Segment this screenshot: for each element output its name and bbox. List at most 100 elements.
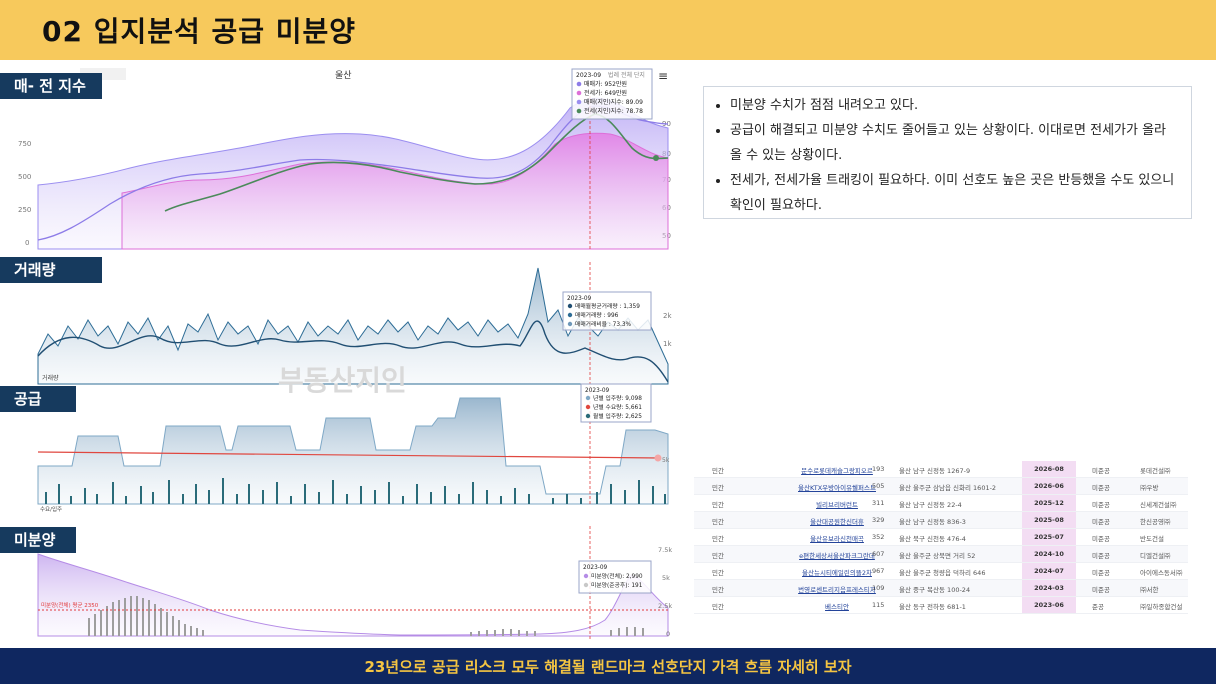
tooltip-line: 매매가: 952만원 bbox=[584, 80, 627, 88]
price-index-chart: 울산 ≡ 750 500 250 0 90 80 70 60 50 202 bbox=[18, 68, 671, 250]
complex-link[interactable]: e편한세상서울산파크그란데 bbox=[799, 552, 875, 560]
note-item: 공급이 해결되고 미분양 수치도 줄어들고 있는 상황이다. 이대로면 전세가가… bbox=[730, 118, 1177, 168]
axis-label: 거래량 bbox=[42, 374, 59, 382]
cell-units: 967 bbox=[872, 567, 885, 575]
tooltip-line: 매매거래비율 : 73.3% bbox=[575, 320, 632, 328]
cell-builder: 롯데건설㈜ bbox=[1140, 467, 1171, 475]
tooltip-date: 2023-09 bbox=[567, 296, 592, 302]
supply-chart: 5k 수요/입주 2023-09 년별 입주량: 9,098 년별 수요량: 5… bbox=[37, 383, 670, 513]
cell-status: 미준공 bbox=[1092, 518, 1110, 526]
cell-builder: 디엘건설㈜ bbox=[1140, 552, 1171, 560]
complex-link[interactable]: 빌리브리버런트 bbox=[816, 501, 858, 509]
note-item: 미분양 수치가 점점 내려오고 있다. bbox=[730, 93, 1177, 118]
cell-address: 울산 동구 전하동 681-1 bbox=[899, 603, 966, 611]
y2-tick: 2k bbox=[663, 312, 672, 320]
complex-link[interactable]: 울산유보라신천매곡 bbox=[810, 535, 864, 543]
cell-status: 준공 bbox=[1092, 603, 1104, 611]
series-marker bbox=[654, 454, 662, 462]
charts-svg: 울산 ≡ 750 500 250 0 90 80 70 60 50 202 bbox=[18, 68, 672, 639]
tooltip-date: 2023-09 bbox=[583, 565, 608, 571]
complex-link[interactable]: 울산뉴시티에일린의뜰2차 bbox=[802, 569, 872, 577]
cell-address: 울산 울주군 상북면 거리 52 bbox=[899, 552, 976, 560]
cell-units: 505 bbox=[872, 482, 885, 490]
cell-builder: 한신공영㈜ bbox=[1140, 518, 1171, 526]
tooltip-extra: 법례 전체 단지 bbox=[608, 71, 645, 79]
cell-address: 울산 중구 복산동 100-24 bbox=[899, 586, 971, 594]
charts-panel: 울산 ≡ 750 500 250 0 90 80 70 60 50 202 bbox=[0, 64, 690, 644]
table-row: 민간 울산대공원한신더휴 329 울산 남구 신정동 836-3 2025-08… bbox=[694, 512, 1188, 529]
cell-status: 미준공 bbox=[1092, 535, 1110, 543]
y-tick: 500 bbox=[18, 173, 31, 181]
cell-date: 2024-07 bbox=[1022, 563, 1076, 579]
tooltip-line: 매매거래량 : 996 bbox=[575, 311, 619, 319]
cell-builder: 반도건설 bbox=[1140, 535, 1164, 543]
unsold-chart: 미분양(전체) 평균 2350 7.5k 5k 2.5k 0 2023-09 미… bbox=[37, 526, 672, 639]
date-value: 2026-06 bbox=[1034, 482, 1064, 490]
section-label-price-index: 매- 전 지수 bbox=[0, 73, 102, 99]
y-tick: 0 bbox=[25, 239, 29, 247]
date-value: 2025-12 bbox=[1034, 499, 1064, 507]
table-row: 민간 빌리브리버런트 311 울산 남구 신정동 22-4 2025-12 미준… bbox=[694, 495, 1188, 512]
price-tooltip bbox=[571, 68, 653, 120]
page-title: 02 입지분석 공급 미분양 bbox=[42, 15, 357, 48]
cell-date: 2024-10 bbox=[1022, 546, 1076, 562]
cell-status: 미준공 bbox=[1092, 586, 1110, 594]
axis-label: 수요/입주 bbox=[40, 505, 62, 513]
y2-tick: 5k bbox=[662, 457, 670, 464]
cell-builder: 아이에스동서㈜ bbox=[1140, 569, 1183, 577]
jeonse-index-line bbox=[164, 113, 669, 212]
complex-link[interactable]: 울산대공원한신더휴 bbox=[810, 518, 864, 526]
cell-units: 329 bbox=[872, 516, 885, 524]
region-label: 울산 bbox=[335, 70, 352, 81]
tooltip-line: 미분양(전체): 2,990 bbox=[591, 572, 643, 580]
y2-tick: 0 bbox=[666, 630, 670, 638]
cell-address: 울산 울주군 삼남읍 신화리 1601-2 bbox=[899, 484, 997, 492]
cell-type: 민간 bbox=[712, 467, 724, 475]
cell-status: 미준공 bbox=[1092, 501, 1110, 509]
cell-units: 607 bbox=[872, 550, 885, 558]
supply-tooltip bbox=[580, 383, 652, 423]
tooltip-line: 매매월평균거래량 : 1,359 bbox=[575, 302, 640, 310]
unsold-tooltip bbox=[578, 560, 652, 594]
date-value: 2025-07 bbox=[1034, 533, 1064, 541]
complex-link[interactable]: 문수로롯데캐슬그랑피오르 bbox=[801, 467, 873, 475]
tooltip-date: 2023-09 bbox=[585, 388, 610, 394]
cell-type: 민간 bbox=[712, 518, 724, 526]
volume-chart: 부동산지인 거래량 2k 1k 2023-09 매매월평균거래량 : 1,359… bbox=[37, 262, 672, 397]
complex-link[interactable]: 번영로센트리지음프레스티지 bbox=[798, 586, 876, 594]
cell-builder: 신세계건설㈜ bbox=[1140, 501, 1177, 509]
cell-address: 울산 남구 신정동 22-4 bbox=[899, 501, 962, 509]
y2-tick: 2.5k bbox=[658, 602, 672, 610]
tooltip-line: 전세(지인)지수: 78.78 bbox=[584, 107, 643, 115]
y2-tick: 1k bbox=[663, 340, 672, 348]
series-marker bbox=[653, 155, 659, 161]
table-row: 민간 e편한세상서울산파크그란데 607 울산 울주군 상북면 거리 52 20… bbox=[694, 546, 1188, 563]
caption-text: 23년으로 공급 리스크 모두 해결될 랜드마크 선호단지 가격 흐름 자세히 … bbox=[364, 658, 852, 676]
cell-units: 115 bbox=[872, 601, 885, 609]
complex-link[interactable]: 베스티안 bbox=[825, 603, 849, 611]
date-value: 2024-03 bbox=[1034, 584, 1064, 592]
cell-date: 2026-06 bbox=[1022, 478, 1076, 494]
table-row: 민간 번영로센트리지음프레스티지 109 울산 중구 복산동 100-24 20… bbox=[694, 580, 1188, 597]
cell-builder: ㈜우방 bbox=[1140, 484, 1159, 492]
cell-status: 미준공 bbox=[1092, 552, 1110, 560]
cell-type: 민간 bbox=[712, 552, 724, 560]
cell-type: 민간 bbox=[712, 586, 724, 594]
menu-icon[interactable]: ≡ bbox=[658, 69, 668, 83]
tooltip-line: 년별 입주량: 9,098 bbox=[593, 394, 642, 402]
complex-link[interactable]: 울산KTX우방아이유쉘퍼스트 bbox=[798, 484, 876, 492]
cell-type: 민간 bbox=[712, 569, 724, 577]
cell-date: 2023-06 bbox=[1022, 597, 1076, 613]
volume-tooltip bbox=[562, 291, 652, 331]
cell-units: 311 bbox=[872, 499, 885, 507]
tooltip-line: 전세가: 649만원 bbox=[584, 89, 627, 97]
cell-status: 미준공 bbox=[1092, 569, 1110, 577]
cell-address: 울산 남구 신정동 836-3 bbox=[899, 518, 966, 526]
cell-address: 울산 북구 신천동 476-4 bbox=[899, 535, 966, 543]
cell-status: 미준공 bbox=[1092, 467, 1110, 475]
table-row: 민간 울산KTX우방아이유쉘퍼스트 505 울산 울주군 삼남읍 신화리 160… bbox=[694, 478, 1188, 495]
watermark: 부동산지인 bbox=[278, 364, 407, 397]
cell-type: 민간 bbox=[712, 603, 724, 611]
cell-address: 울산 울주군 청량읍 덕하리 646 bbox=[899, 569, 986, 577]
cell-status: 미준공 bbox=[1092, 484, 1110, 492]
